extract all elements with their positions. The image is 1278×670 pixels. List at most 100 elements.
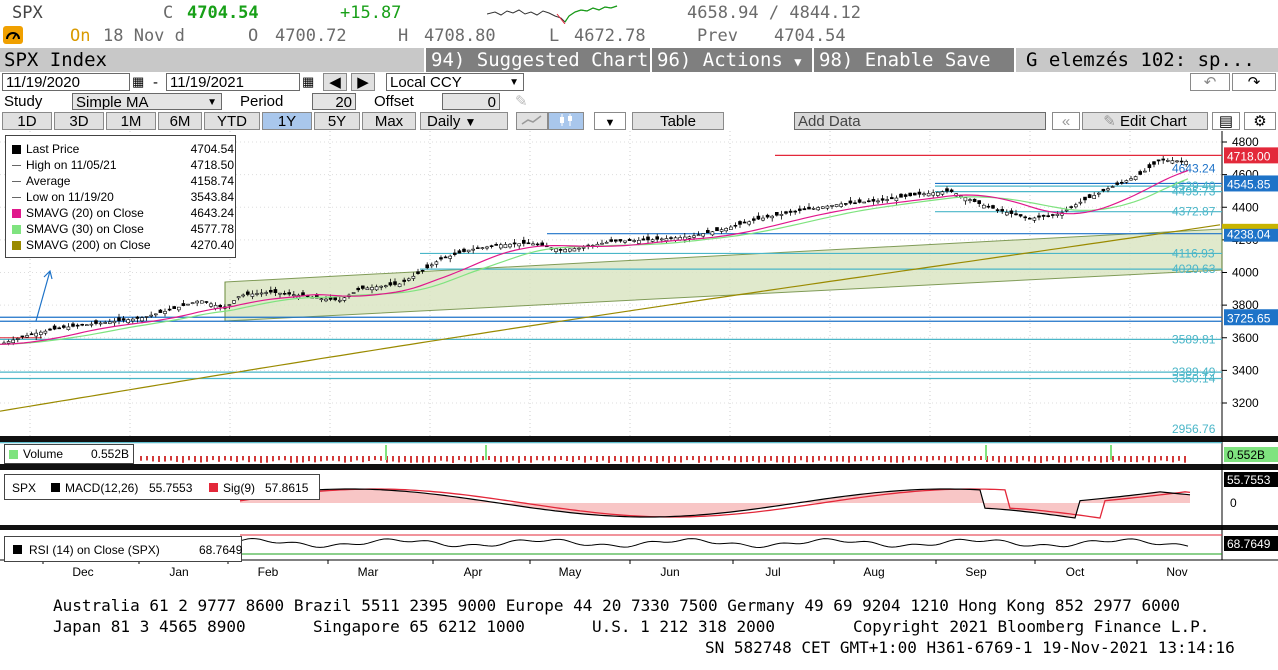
volume-bar (380, 456, 382, 461)
redo-button[interactable]: ↷ (1232, 73, 1276, 91)
study-select[interactable]: Simple MA ▼ (72, 93, 222, 110)
candle-body (177, 306, 181, 311)
volume-bar (368, 456, 370, 462)
volume-bar (326, 456, 328, 461)
volume-legend[interactable]: Volume 0.552B (4, 444, 134, 464)
period-button-ytd[interactable]: YTD (204, 112, 260, 130)
y-tick-label: 4800 (1232, 135, 1259, 149)
table-button[interactable]: Table (632, 112, 724, 130)
candle-body (167, 308, 172, 311)
macd-zero-label: 0 (1230, 496, 1237, 510)
open-value: 4700.72 (275, 26, 347, 46)
actions-button[interactable]: 96) Actions ▼ (652, 48, 812, 72)
period-button-3d[interactable]: 3D (54, 112, 104, 130)
volume-bar (1022, 456, 1024, 461)
candle-body (1092, 195, 1096, 199)
calendar-icon[interactable]: ▦ (132, 74, 145, 89)
legend-row[interactable]: Low on 11/19/20 3543.84 (12, 190, 234, 206)
edit-chart-button[interactable]: ✎ Edit Chart (1082, 112, 1208, 130)
chart-type-dropdown[interactable]: ▼ (594, 112, 626, 130)
legend-row[interactable]: High on 11/05/21 4718.50 (12, 158, 234, 174)
add-data-input[interactable]: Add Data (794, 112, 1046, 130)
calendar-icon[interactable]: ▦ (302, 74, 315, 89)
candle-chart-icon[interactable] (548, 112, 584, 130)
prev-period-button[interactable]: ◀ (323, 73, 347, 91)
candle-body (1000, 209, 1005, 212)
enable-save-button[interactable]: 98) Enable Save (814, 48, 1014, 72)
candle-body (636, 240, 641, 244)
volume-bar (1064, 456, 1066, 463)
candle-body (1028, 217, 1032, 220)
volume-bar (830, 456, 832, 462)
volume-bar (254, 456, 256, 462)
tab-title[interactable]: G elemzés 102: sp... (1016, 48, 1278, 72)
macd-legend[interactable]: SPX MACD(12,26) 55.7553 Sig(9) 57.8615 (4, 474, 320, 500)
candle-body (158, 309, 163, 313)
volume-value: 0.552B (91, 447, 130, 461)
legend-value: 4704.54 (190, 142, 234, 156)
volume-bar (884, 456, 886, 462)
period-button-1m[interactable]: 1M (106, 112, 156, 130)
rsi-legend[interactable]: RSI (14) on Close (SPX) 68.7649 (4, 536, 242, 562)
currency-select[interactable]: Local CCY ▼ (386, 73, 524, 91)
candle-body (1046, 215, 1050, 217)
volume-bar (938, 456, 940, 461)
price-legend[interactable]: Last Price 4704.54 High on 11/05/21 4718.50… (5, 135, 236, 258)
candle-body (1138, 171, 1142, 175)
gear-icon[interactable]: ⚙ (1244, 112, 1276, 130)
pencil-icon[interactable]: ✎ (515, 93, 528, 110)
security-title[interactable]: SPX Index (0, 48, 424, 72)
period-button-max[interactable]: Max (362, 112, 416, 130)
volume-bar (818, 456, 820, 461)
candle-body (986, 205, 991, 208)
candle-body (388, 282, 393, 286)
volume-bar (404, 456, 406, 462)
legend-row[interactable]: SMAVG (200) on Close 4270.40 (12, 238, 234, 254)
line-chart-icon[interactable] (516, 112, 548, 130)
offset-input[interactable]: 0 (442, 93, 500, 110)
candle-body (383, 285, 388, 287)
volume-bar (632, 456, 634, 462)
next-period-button[interactable]: ▶ (351, 73, 375, 91)
volume-bar (578, 456, 580, 461)
suggested-charts-button[interactable]: 94) Suggested Charts (426, 48, 650, 72)
period-button-5y[interactable]: 5Y (314, 112, 360, 130)
candle-body (103, 322, 107, 324)
legend-row[interactable]: SMAVG (30) on Close 4577.78 (12, 222, 234, 238)
candle-body (498, 244, 503, 249)
x-tick-label: Mar (358, 565, 379, 579)
volume-bar (878, 456, 880, 461)
period-button-1d[interactable]: 1D (2, 112, 52, 130)
frequency-select[interactable]: Daily ▼ (420, 112, 508, 130)
volume-swatch (9, 450, 18, 459)
legend-row[interactable]: Last Price 4704.54 (12, 142, 234, 158)
candle-body (48, 328, 52, 331)
volume-bar (1178, 456, 1180, 461)
gauge-icon[interactable] (3, 26, 23, 44)
chart-canvas[interactable]: 4800460044004200400038003600340032004529… (0, 131, 1278, 580)
volume-bar (974, 456, 976, 461)
candle-body (425, 264, 430, 269)
legend-row[interactable]: Average 4158.74 (12, 174, 234, 190)
candle-body (406, 278, 411, 281)
period-button-6m[interactable]: 6M (158, 112, 202, 130)
candle-body (788, 210, 793, 213)
period-button-1y[interactable]: 1Y (262, 112, 312, 130)
back-button[interactable]: « (1052, 112, 1080, 130)
candle-body (374, 286, 379, 291)
price-tag (1224, 309, 1278, 326)
start-date-field[interactable]: 11/19/2020 (2, 73, 130, 91)
volume-bar (296, 456, 298, 463)
candle-body (908, 192, 913, 197)
volume-bar (1004, 456, 1006, 463)
candle-body (977, 200, 982, 204)
end-date-field[interactable]: 11/19/2021 (166, 73, 300, 91)
line-value-label: 4372.87 (1172, 205, 1216, 219)
legend-row[interactable]: SMAVG (20) on Close 4643.24 (12, 206, 234, 222)
volume-bar (596, 456, 598, 463)
candle-body (1170, 160, 1175, 164)
period-input[interactable]: 20 (312, 93, 356, 110)
edit-chart-label: Edit Chart (1120, 113, 1187, 130)
undo-button[interactable]: ↶ (1190, 73, 1230, 91)
chart-settings-icon[interactable]: ▤ (1212, 112, 1240, 130)
